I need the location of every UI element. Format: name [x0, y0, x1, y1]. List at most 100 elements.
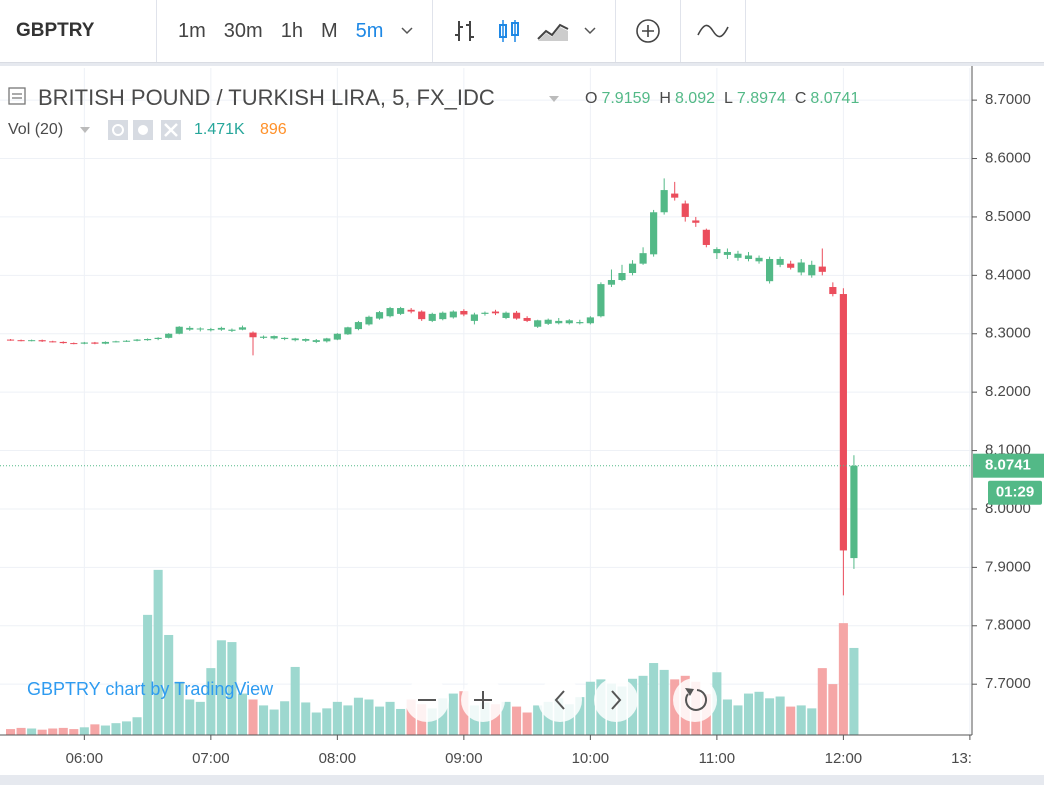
candle-body	[354, 322, 363, 330]
volume-bar	[16, 727, 26, 735]
hide-icon[interactable]	[108, 120, 128, 140]
candle-body	[291, 338, 299, 341]
volume-bar	[743, 693, 754, 735]
bar-style-area[interactable]	[531, 0, 575, 62]
volume-bar	[807, 708, 817, 735]
collapse-icon-lines	[12, 93, 22, 99]
countdown-tag	[988, 480, 1042, 505]
volume-dropdown[interactable]	[80, 127, 90, 133]
interval-button[interactable]: 1m	[178, 19, 206, 42]
volume-bar	[733, 705, 743, 735]
candle-body	[850, 465, 858, 559]
volume-bar	[438, 698, 448, 735]
volume-bar	[575, 697, 585, 735]
candle-body	[407, 309, 415, 312]
volume-bar	[364, 699, 374, 735]
candle-body	[797, 262, 805, 273]
x-tick-labels: 06:00 07:00 08:00 09:00 10:00 11:00 12:00 13:00	[66, 750, 972, 767]
hide-icon-eye	[112, 124, 124, 136]
candle-body	[755, 257, 763, 262]
interval-button[interactable]: 5m	[355, 19, 384, 42]
volume-bar	[533, 705, 543, 735]
volume-bar	[522, 712, 532, 735]
candle-body	[49, 341, 57, 343]
interval-button[interactable]: 30m	[223, 19, 263, 42]
candle-body	[196, 328, 204, 330]
chart-background	[0, 66, 1044, 775]
volume-bar	[490, 704, 501, 735]
interval-dropdown[interactable]	[392, 0, 422, 62]
volume-bar	[638, 675, 648, 735]
candle-body	[808, 264, 816, 276]
volume-bar	[259, 705, 269, 735]
candle-body	[333, 333, 341, 340]
candle-body	[439, 312, 447, 320]
x-tick-label: 11:00	[699, 750, 735, 767]
volume-bar	[248, 699, 258, 735]
reset-button[interactable]	[673, 678, 717, 722]
volume-bar	[132, 717, 142, 735]
symbol[interactable]: GBPTRY	[0, 0, 157, 62]
candle-body	[597, 284, 605, 317]
volume-bar	[353, 697, 363, 735]
candle-body	[723, 251, 732, 255]
candle-body	[238, 327, 247, 330]
volume-bar	[322, 708, 332, 735]
candle-body	[607, 280, 616, 285]
candle-body	[660, 190, 668, 213]
compare-button[interactable]	[626, 0, 670, 62]
candle-body	[312, 340, 320, 342]
ohlc-value: 7.9159	[601, 90, 650, 107]
y-tick-label: 7.9000	[985, 558, 1031, 575]
volume-bar	[448, 693, 458, 735]
bar-style-bars[interactable]	[443, 0, 487, 62]
candle-body	[281, 337, 289, 340]
volume-bar	[79, 727, 89, 735]
interval-button[interactable]: 1h	[280, 19, 303, 42]
volume-bar	[838, 623, 848, 735]
candle-body	[165, 333, 173, 338]
bar-style-candles[interactable]	[487, 0, 531, 62]
candle-body	[681, 203, 689, 217]
x-tick-label: 07:00	[192, 750, 230, 767]
volume-bar	[722, 699, 732, 735]
candle-body	[512, 312, 521, 319]
scroll-right-button[interactable]	[594, 678, 638, 722]
candle-body	[787, 263, 795, 268]
y-tick-label: 7.8000	[985, 617, 1031, 634]
collapse-icon[interactable]	[8, 87, 26, 105]
volume-bar	[374, 706, 385, 735]
candle-body	[744, 255, 753, 259]
watermark[interactable]: GBPTRY chart by TradingView	[27, 679, 274, 699]
style-dropdown[interactable]	[575, 0, 605, 62]
x-tick-label: 08:00	[319, 750, 357, 767]
indicators-button[interactable]	[691, 0, 735, 62]
ohlc-value: 8.092	[675, 90, 715, 107]
candle-body	[818, 266, 826, 272]
candle-body	[228, 329, 236, 331]
chart-title: BRITISH POUND / TURKISH LIRA, 5, FX_IDC	[38, 85, 495, 110]
volume-bar	[765, 698, 775, 735]
candle-body	[586, 317, 594, 324]
volume-bar	[427, 708, 437, 735]
axes: 7.70007.80007.90008.00008.10008.20008.30…	[0, 66, 1044, 767]
interval-button[interactable]: M	[320, 19, 338, 42]
scroll-left-button[interactable]	[538, 678, 582, 722]
x-tick-label: 06:00	[66, 750, 104, 767]
candle-body	[628, 263, 637, 274]
candle-body	[702, 229, 710, 245]
last-price-tag	[973, 453, 1044, 478]
candle-body	[101, 341, 110, 344]
candle-body	[618, 273, 626, 281]
candle-body	[175, 326, 183, 334]
candle-body	[766, 258, 774, 282]
separator	[745, 0, 747, 62]
scroll-left-icon	[554, 690, 565, 710]
volume-bar	[153, 569, 163, 735]
title-dropdown[interactable]	[549, 96, 559, 102]
reset-icon	[685, 689, 707, 711]
volume-bar	[786, 706, 796, 735]
candle-body	[323, 338, 331, 342]
volume-bar	[269, 709, 279, 735]
candle-body	[555, 320, 563, 324]
